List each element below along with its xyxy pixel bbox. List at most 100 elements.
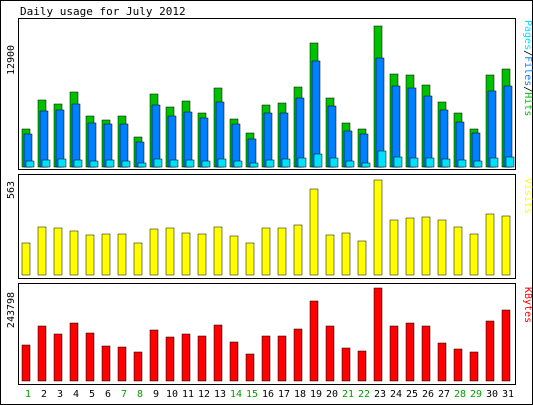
pages-bar	[265, 159, 275, 168]
day-label: 1	[25, 389, 31, 400]
kbytes-bar	[165, 336, 175, 382]
kbytes-bar	[229, 341, 239, 382]
files-bar	[407, 87, 417, 168]
legend-separator: /	[522, 50, 533, 56]
visits-bar	[149, 228, 159, 276]
day-label: 21	[342, 389, 354, 400]
files-bar	[151, 104, 161, 168]
kbytes-bar	[37, 325, 47, 382]
day-label: 3	[57, 389, 63, 400]
visits-bar	[293, 224, 303, 276]
pages-bar	[89, 160, 99, 168]
kbytes-bar	[453, 348, 463, 382]
legend-pages: Pages	[522, 20, 533, 50]
panel-kbytes-frame	[18, 283, 516, 385]
day-label: 22	[358, 389, 370, 400]
pages-bar	[361, 162, 371, 168]
day-label: 16	[262, 389, 274, 400]
pages-bar	[185, 159, 195, 168]
visits-bar	[117, 233, 127, 276]
day-label: 13	[214, 389, 226, 400]
kbytes-bar	[69, 322, 79, 382]
kbytes-bar	[133, 351, 143, 382]
files-bar	[311, 60, 321, 168]
pages-bar	[57, 158, 67, 168]
visits-bar	[453, 226, 463, 276]
kbytes-bar	[405, 322, 415, 382]
kbytes-bar	[261, 335, 271, 382]
pages-bar	[249, 162, 259, 168]
pages-bar	[409, 157, 419, 168]
kbytes-bar	[53, 333, 63, 382]
visits-bar	[85, 234, 95, 276]
visits-bar	[133, 242, 143, 276]
day-label: 26	[422, 389, 434, 400]
kbytes-bar	[277, 335, 287, 382]
visits-bar	[309, 188, 319, 276]
visits-bar	[469, 233, 479, 276]
kbytes-bar	[245, 353, 255, 382]
bar-layer	[21, 25, 515, 382]
day-label: 28	[454, 389, 466, 400]
pages-bar	[281, 158, 291, 168]
legend-hits: Hits	[522, 92, 533, 116]
pages-bar	[505, 156, 515, 168]
day-label: 31	[502, 389, 514, 400]
day-label: 18	[294, 389, 306, 400]
visits-bar	[261, 227, 271, 276]
visits-bar	[357, 240, 367, 276]
pages-bar	[441, 158, 451, 168]
day-label: 11	[182, 389, 194, 400]
hits-legend: Pages/Files/Hits	[522, 20, 533, 116]
files-bar	[439, 109, 449, 168]
kbytes-bar	[485, 320, 495, 382]
pages-bar	[233, 160, 243, 168]
day-label: 7	[121, 389, 127, 400]
files-bar	[183, 111, 193, 168]
day-label: 9	[153, 389, 159, 400]
visits-bar	[37, 226, 47, 276]
visits-bar	[325, 234, 335, 276]
visits-bar	[229, 235, 239, 276]
pages-bar	[217, 158, 227, 168]
pages-bar	[25, 160, 35, 168]
visits-bar	[101, 233, 111, 276]
visits-bar	[213, 226, 223, 276]
day-label: 24	[390, 389, 402, 400]
files-bar	[215, 101, 225, 168]
visits-bar	[485, 213, 495, 276]
kbytes-bar	[197, 335, 207, 382]
visits-bar	[341, 232, 351, 276]
files-bar	[263, 112, 273, 168]
legend-separator: /	[522, 86, 533, 92]
visits-bar	[197, 233, 207, 276]
kbytes-bar	[213, 324, 223, 382]
files-bar	[503, 85, 513, 168]
kbytes-bar	[117, 346, 127, 382]
visits-bar	[21, 242, 31, 276]
day-label: 20	[326, 389, 338, 400]
legend-visits: Visits	[522, 178, 533, 214]
visits-bar	[181, 232, 191, 276]
pages-bar	[473, 160, 483, 168]
pages-bar	[73, 159, 83, 168]
kbytes-bar	[389, 325, 399, 382]
files-bar	[423, 95, 433, 168]
pages-bar	[297, 157, 307, 168]
files-bar	[487, 90, 497, 168]
pages-bar	[457, 159, 467, 168]
visits-bar	[53, 227, 63, 276]
day-label: 8	[137, 389, 143, 400]
pages-bar	[393, 156, 403, 168]
kbytes-bar	[437, 342, 447, 382]
pages-bar	[377, 150, 387, 168]
kbytes-bar	[149, 329, 159, 382]
files-bar	[295, 97, 305, 168]
kbytes-bar	[357, 350, 367, 382]
pages-bar	[137, 162, 147, 168]
visits-bar	[373, 179, 383, 276]
visits-y-max-label: 563	[6, 181, 17, 199]
pages-bar	[425, 157, 435, 168]
